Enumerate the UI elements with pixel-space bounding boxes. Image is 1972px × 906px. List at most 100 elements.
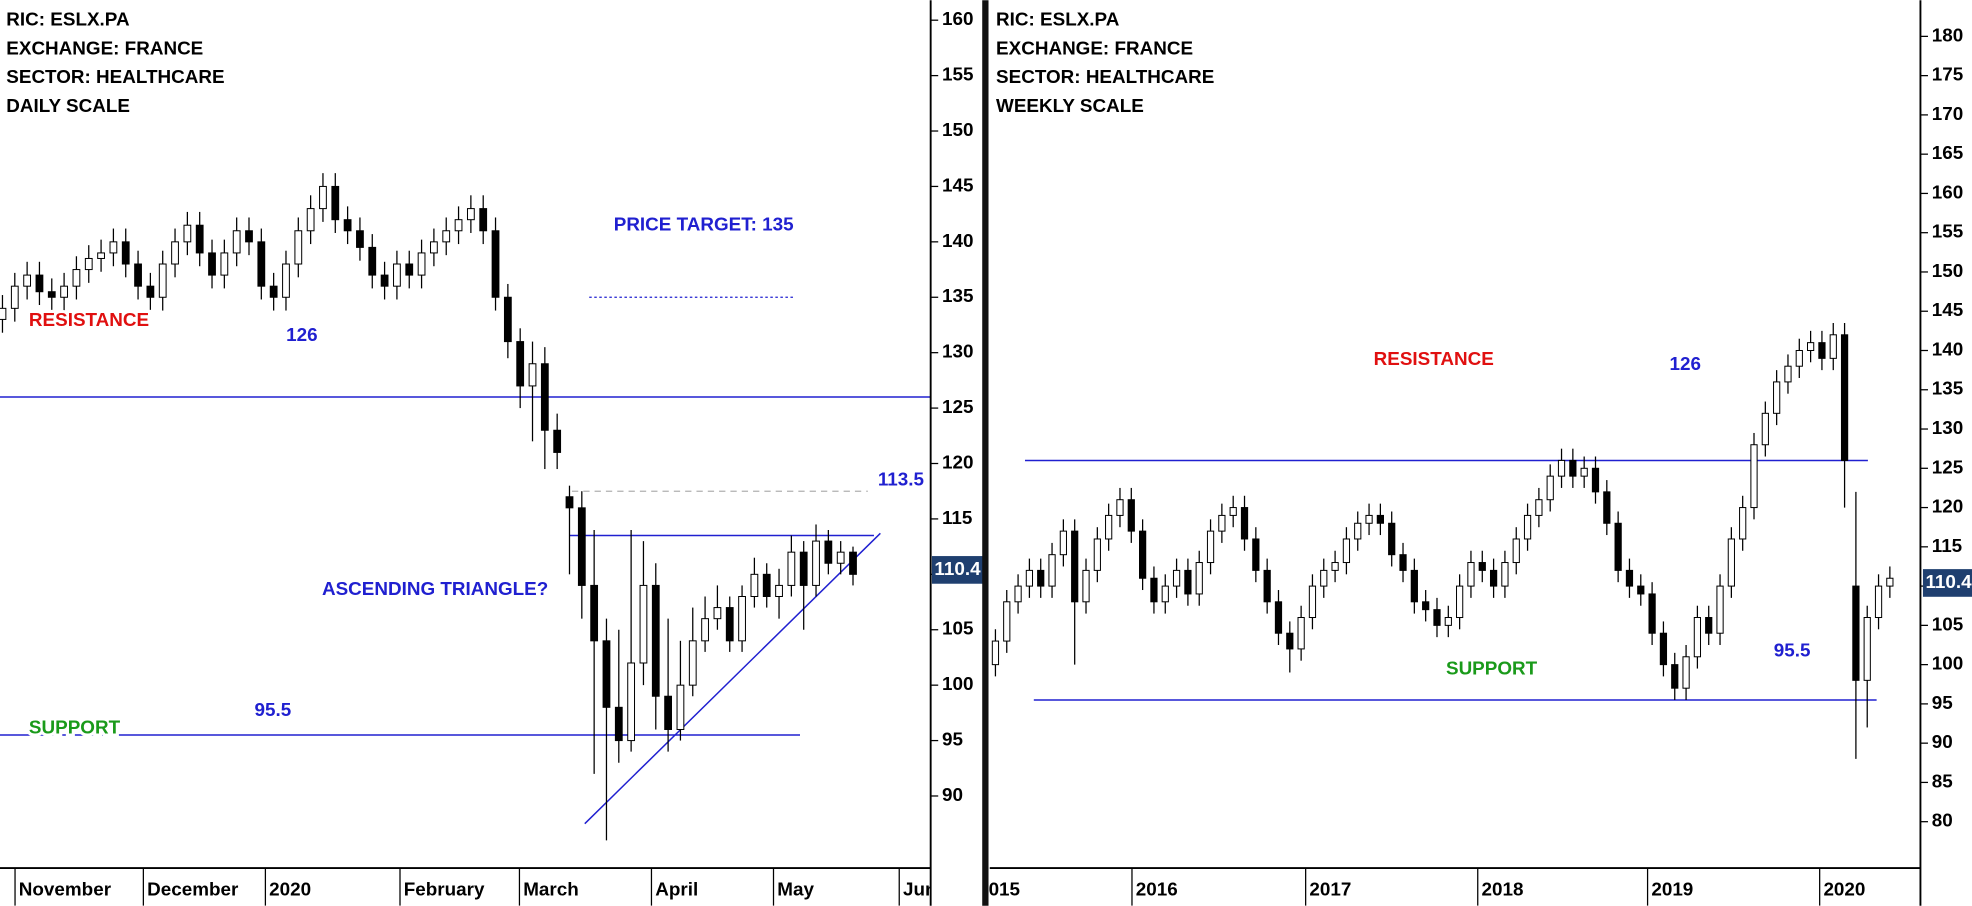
candle-body — [1795, 349, 1803, 367]
x-tick-label: 2016 — [1136, 879, 1178, 900]
candle-body — [701, 618, 709, 642]
candle-body — [442, 230, 451, 243]
candle-body — [282, 263, 290, 298]
x-tick-label: Jun — [903, 879, 937, 900]
candle-body — [812, 540, 820, 586]
level-label: 95.5 — [255, 699, 292, 720]
candle-body — [799, 551, 808, 586]
candle-body — [775, 584, 783, 598]
candle-body — [171, 241, 179, 265]
candle-body — [158, 263, 167, 298]
x-tick-label: 2017 — [1309, 879, 1351, 900]
candle-body — [1116, 499, 1124, 516]
candle-body — [1501, 562, 1509, 587]
info-text: SECTOR: HEALTHCARE — [996, 66, 1214, 87]
candle-body — [602, 640, 611, 708]
candle-body — [1818, 342, 1826, 359]
candle-body — [688, 640, 697, 686]
candle-body — [614, 706, 623, 742]
candle-body — [1580, 467, 1588, 477]
candle-body — [1331, 562, 1339, 571]
candle-body — [1184, 569, 1192, 595]
level-label: 95.5 — [1774, 640, 1811, 661]
candle-body — [405, 263, 414, 276]
candle-body — [1591, 467, 1600, 493]
divider — [982, 0, 989, 906]
annotation: RESISTANCE — [1374, 348, 1494, 369]
y-tick-label: 120 — [1932, 496, 1963, 517]
candle-body — [35, 274, 44, 293]
candle-body — [319, 185, 327, 210]
candle-body — [1206, 530, 1215, 564]
candle-body — [60, 285, 68, 298]
candle-body — [84, 257, 93, 271]
candle-body — [1354, 522, 1362, 540]
candle-body — [1059, 530, 1067, 556]
candle-body — [380, 274, 389, 287]
candle-body — [1365, 514, 1373, 524]
candle-body — [1082, 569, 1090, 603]
candle-body — [1784, 365, 1792, 383]
candle-body — [430, 241, 438, 254]
y-tick-label: 115 — [1932, 535, 1962, 556]
candle-body — [1037, 569, 1045, 587]
candle-body — [1840, 334, 1849, 461]
candle-body — [1433, 609, 1441, 626]
candle-body — [664, 695, 672, 730]
candle-body — [1048, 554, 1056, 587]
plot-area — [0, 173, 931, 841]
info-text: SECTOR: HEALTHCARE — [6, 66, 224, 87]
y-tick-label: 145 — [942, 174, 973, 195]
x-tick-label: 2020 — [269, 879, 311, 900]
y-tick-label: 155 — [942, 64, 973, 85]
candle-body — [1659, 632, 1668, 666]
candle-body — [1456, 585, 1464, 619]
candle-body — [738, 595, 746, 642]
annotation: RESISTANCE — [29, 309, 149, 330]
x-axis: November December 2020 February March April Ma… — [14, 868, 937, 906]
candle-body — [1467, 562, 1475, 587]
candle-body — [257, 241, 266, 287]
candle-body — [1705, 617, 1713, 634]
plot-area — [991, 323, 1894, 759]
candle-body — [1003, 601, 1011, 642]
candle-body — [109, 241, 118, 254]
y-tick-label: 165 — [1932, 142, 1963, 163]
candle-body — [1139, 530, 1147, 579]
y-tick-label: 95 — [1932, 692, 1953, 713]
candle-body — [1150, 577, 1158, 603]
candle-body — [466, 208, 475, 221]
candle-body — [1489, 569, 1498, 587]
x-tick-label: 2019 — [1651, 879, 1693, 900]
candle-body — [750, 573, 759, 598]
candle-body — [23, 274, 32, 287]
y-tick-label: 175 — [1932, 64, 1963, 85]
candle-body — [1274, 601, 1283, 634]
candle-body — [220, 252, 229, 276]
candle-body — [1716, 585, 1724, 634]
candle-body — [1127, 499, 1135, 532]
level-label: 113.5 — [878, 469, 924, 490]
y-tick-label: 85 — [1932, 770, 1953, 791]
annotation: ASCENDING TRIANGLE? — [322, 578, 548, 599]
x-axis: 015 2016 2017 2018 2019 2020 — [989, 868, 1865, 906]
x-tick-label: 2020 — [1823, 879, 1865, 900]
price-box-label: 110.4 — [934, 558, 981, 579]
x-tick-label: April — [655, 879, 698, 900]
candle-body — [1342, 538, 1351, 564]
trend-line — [584, 532, 881, 825]
candle-body — [1195, 562, 1203, 595]
candle-body — [195, 224, 204, 254]
candle-body — [1172, 569, 1181, 587]
x-tick-label: November — [19, 879, 112, 900]
level-label: 126 — [286, 324, 317, 345]
y-tick-label: 95 — [942, 729, 963, 750]
candle-body — [183, 224, 192, 243]
candle-body — [1614, 522, 1622, 571]
y-tick-label: 125 — [1932, 456, 1963, 477]
candle-body — [121, 241, 130, 265]
annotation: SUPPORT — [29, 716, 121, 737]
candle-body — [577, 507, 586, 586]
y-tick-label: 180 — [1932, 24, 1963, 45]
